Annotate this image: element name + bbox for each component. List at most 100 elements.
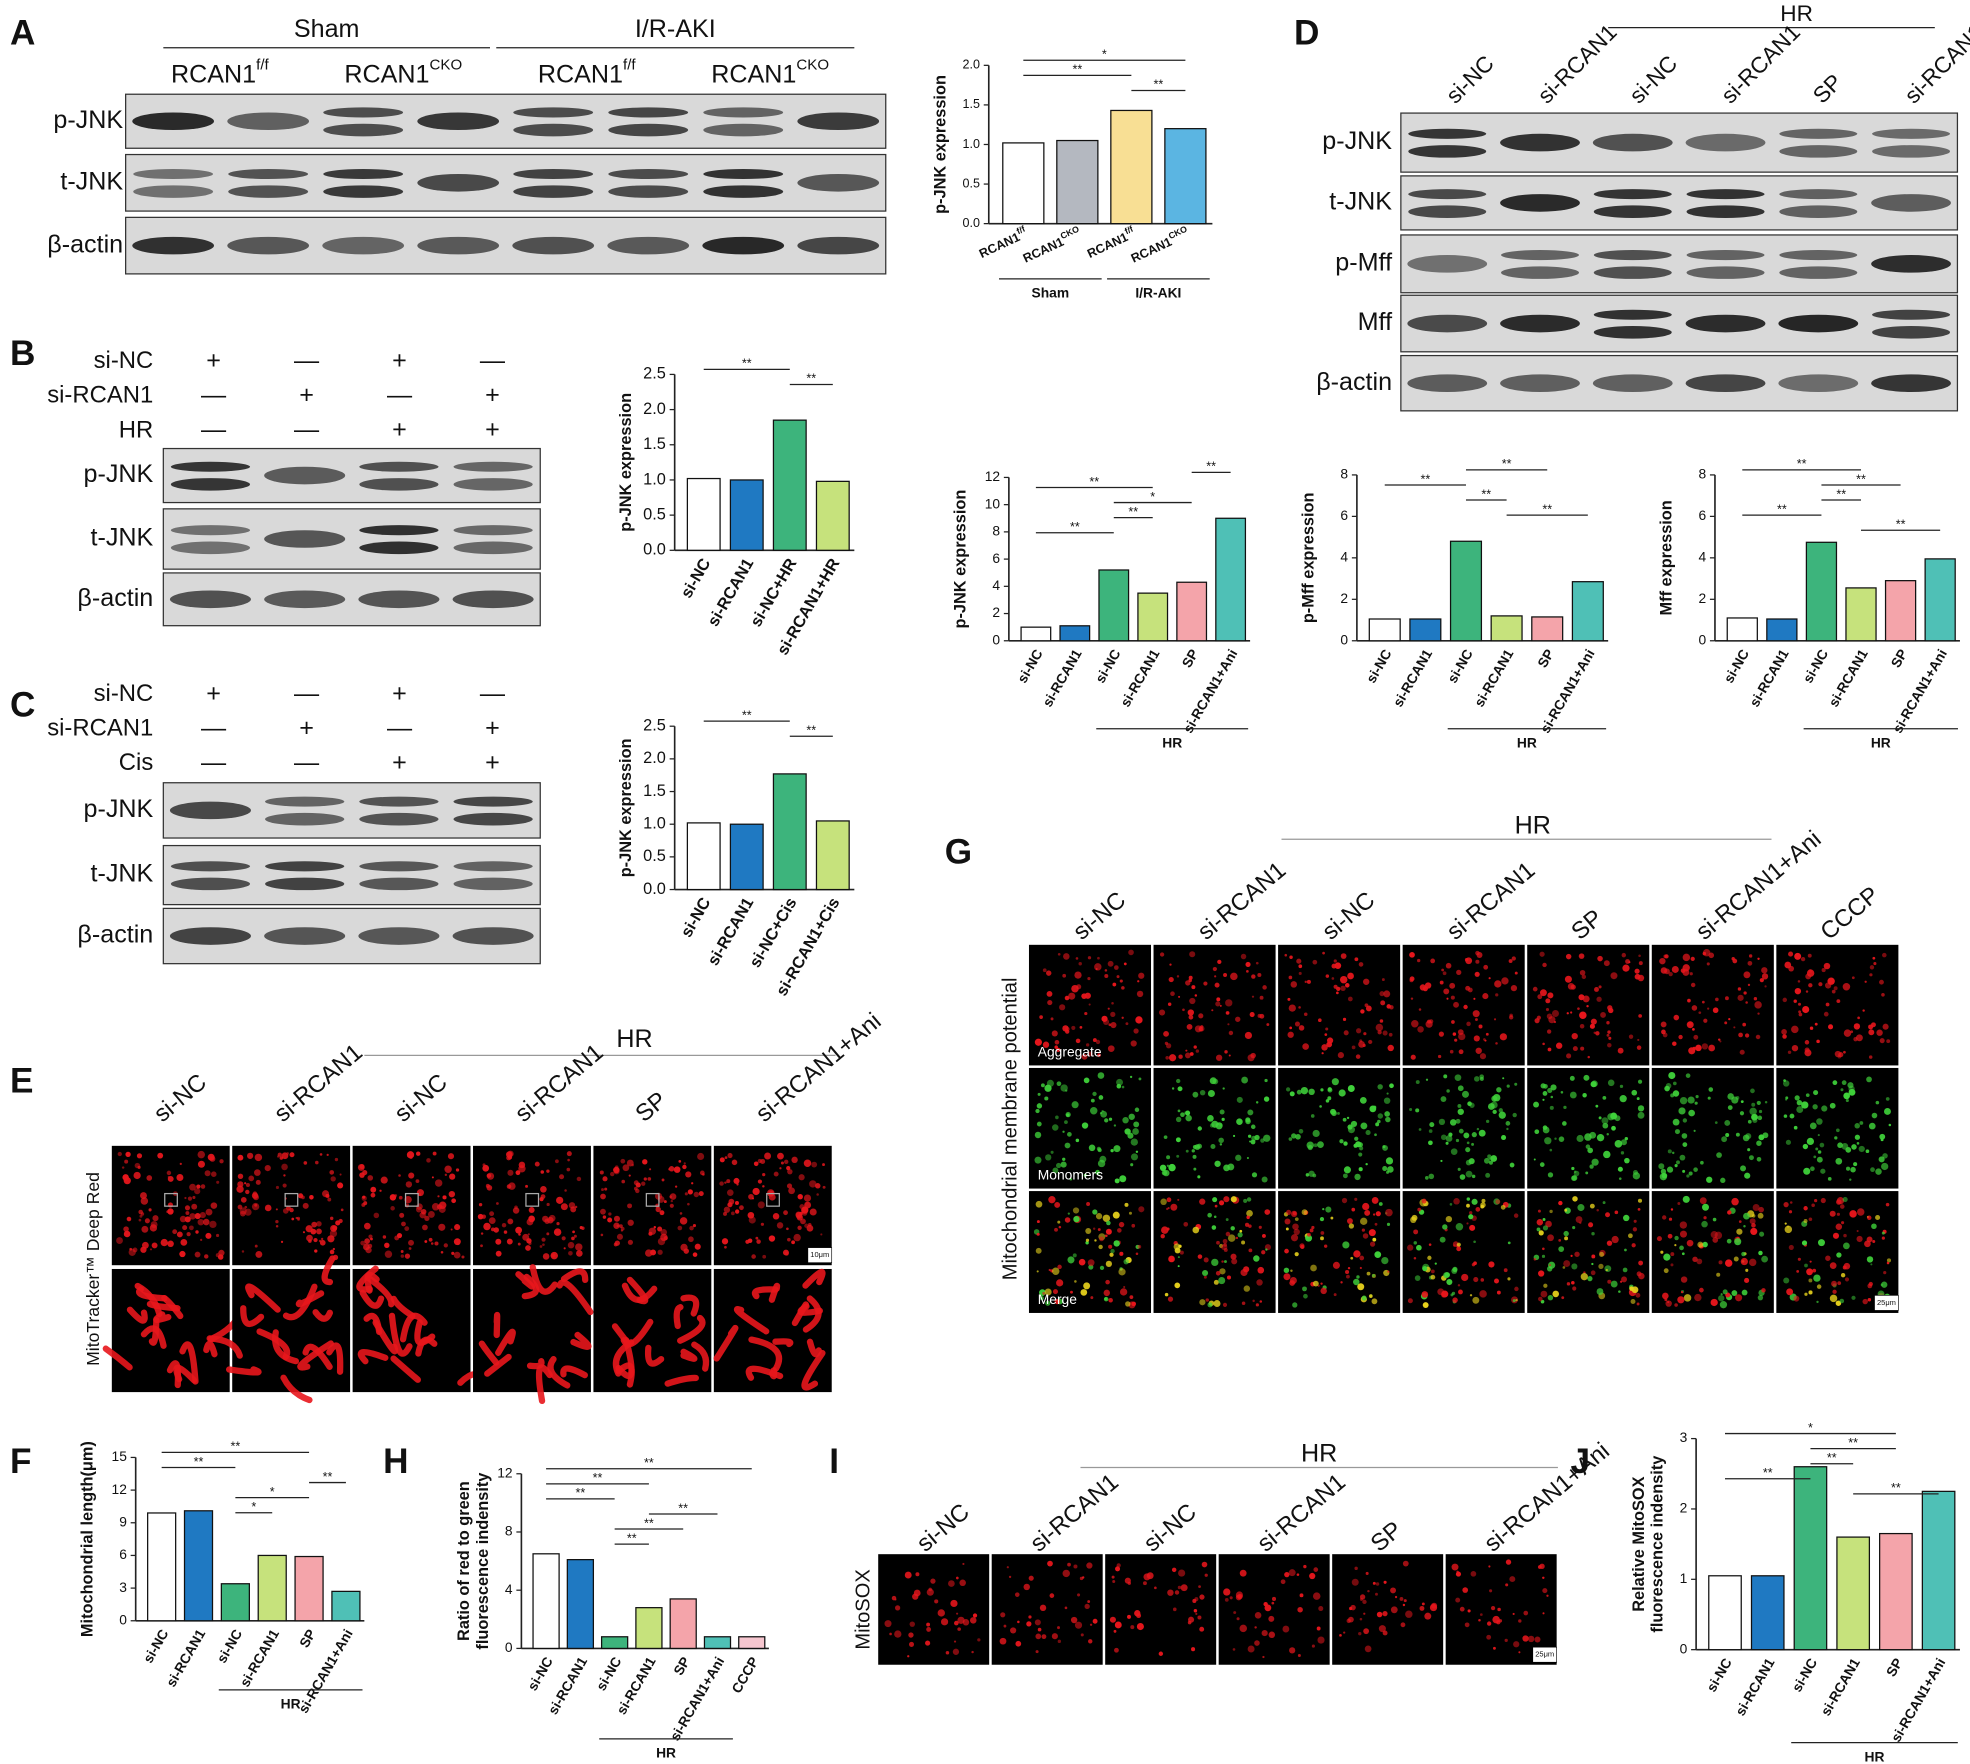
signal xyxy=(1823,962,1831,970)
signal xyxy=(1239,1569,1247,1577)
signal xyxy=(1527,1635,1535,1643)
signal xyxy=(1846,1166,1851,1171)
signal xyxy=(428,1237,433,1242)
signal xyxy=(1008,1575,1012,1579)
micrograph xyxy=(1153,944,1276,1066)
signal xyxy=(1607,1005,1613,1011)
signal xyxy=(1579,1011,1587,1019)
signal xyxy=(1563,1105,1567,1110)
signal xyxy=(1851,1144,1857,1150)
signal xyxy=(1363,1612,1366,1615)
signal xyxy=(1829,1262,1837,1269)
signal xyxy=(382,1235,387,1239)
signal xyxy=(568,1250,573,1256)
signal xyxy=(1177,1198,1180,1202)
signal xyxy=(254,1169,261,1176)
signal xyxy=(1840,1204,1845,1209)
x-tick-label-text: SP xyxy=(296,1626,319,1650)
signal xyxy=(1579,969,1586,976)
signal xyxy=(663,1200,667,1204)
significance-label: ** xyxy=(742,357,752,371)
signal xyxy=(1577,1204,1585,1212)
signal xyxy=(1348,1223,1355,1229)
x-tick-label-text: si-NC xyxy=(678,555,715,601)
signal xyxy=(1823,1011,1829,1017)
band xyxy=(133,185,214,198)
signal xyxy=(1480,1202,1486,1208)
signal xyxy=(1095,1169,1100,1175)
group-label: HR xyxy=(281,1696,301,1712)
signal xyxy=(1580,1273,1588,1281)
signal xyxy=(1441,968,1444,972)
signal xyxy=(189,1213,196,1220)
signal xyxy=(1074,971,1082,979)
signal xyxy=(1248,1248,1253,1253)
signal xyxy=(1304,980,1307,984)
signal xyxy=(1094,963,1102,971)
signal xyxy=(1216,997,1221,1002)
signal xyxy=(1677,1202,1681,1205)
signal xyxy=(1083,1282,1091,1290)
signal xyxy=(1750,1227,1758,1236)
signal xyxy=(1044,1288,1052,1296)
signal xyxy=(1095,968,1098,971)
signal xyxy=(236,1185,244,1193)
treatment-mark: + xyxy=(392,749,407,777)
signal xyxy=(1383,1580,1387,1584)
band xyxy=(797,112,880,131)
signal xyxy=(286,1205,291,1211)
y-tick-label: 2 xyxy=(1340,590,1348,606)
signal xyxy=(600,1193,606,1200)
zoom-box xyxy=(404,1192,419,1207)
signal xyxy=(1354,1197,1358,1201)
signal xyxy=(1113,1629,1117,1633)
signal xyxy=(1236,1118,1243,1125)
signal xyxy=(526,1218,534,1226)
signal xyxy=(1566,1053,1572,1059)
signal xyxy=(643,1177,647,1181)
significance-label: ** xyxy=(593,1471,603,1485)
signal xyxy=(786,1227,789,1231)
signal xyxy=(1571,1263,1578,1270)
signal xyxy=(1428,1129,1433,1133)
mito xyxy=(768,1282,781,1303)
signal xyxy=(1296,1089,1302,1095)
signal xyxy=(1104,973,1109,979)
signal xyxy=(1808,1217,1813,1222)
signal xyxy=(1491,1095,1498,1102)
signal xyxy=(384,1242,390,1249)
significance-label: * xyxy=(1102,48,1107,62)
signal xyxy=(1869,965,1875,970)
signal xyxy=(332,1247,336,1251)
signal xyxy=(1262,1655,1265,1659)
signal xyxy=(1490,1155,1498,1162)
signal xyxy=(1057,1639,1062,1643)
band xyxy=(1872,128,1951,139)
signal xyxy=(1294,1252,1299,1257)
signal xyxy=(1333,984,1338,989)
signal xyxy=(1495,1042,1498,1045)
signal xyxy=(655,1206,661,1213)
x-tick-label: si-NC xyxy=(139,1626,171,1665)
signal xyxy=(1610,1280,1618,1288)
signal xyxy=(1512,1612,1515,1616)
signal xyxy=(1112,1211,1120,1219)
signal xyxy=(1564,975,1572,983)
signal xyxy=(1878,1156,1885,1163)
signal xyxy=(1457,1085,1464,1092)
signal xyxy=(1058,1225,1062,1229)
micrograph xyxy=(1278,1191,1401,1313)
signal xyxy=(1479,1053,1487,1060)
signal xyxy=(1762,1132,1769,1139)
signal xyxy=(184,1216,191,1223)
signal xyxy=(787,1237,791,1242)
y-tick-label: 6 xyxy=(1340,507,1348,523)
signal xyxy=(1743,971,1751,979)
signal xyxy=(1246,1215,1250,1220)
signal xyxy=(1121,1085,1125,1089)
signal xyxy=(1111,1002,1114,1005)
signal xyxy=(1813,1155,1817,1159)
signal xyxy=(1572,1046,1578,1052)
signal xyxy=(1085,1228,1092,1234)
x-tick-label-text: RCAN1 xyxy=(1129,235,1174,266)
